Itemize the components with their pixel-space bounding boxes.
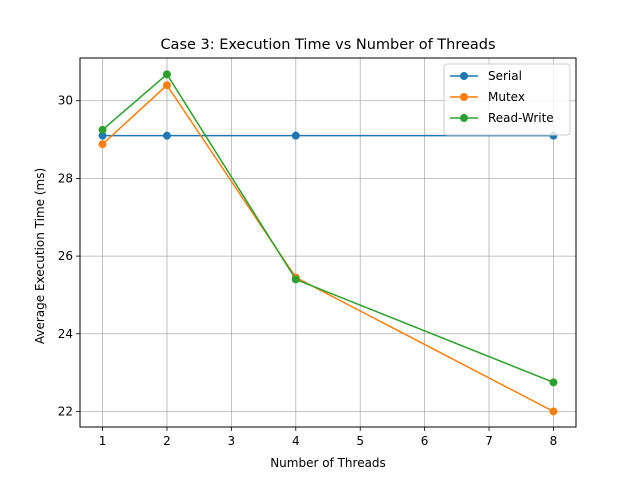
legend: Serial Mutex Read-Write — [443, 63, 571, 136]
chart-title: Case 3: Execution Time vs Number of Thre… — [160, 37, 495, 53]
legend-label: Read-Write — [488, 111, 554, 125]
x-tick-label: 2 — [163, 434, 171, 448]
y-tick-label: 22 — [58, 404, 73, 418]
y-tick-label: 26 — [58, 249, 73, 263]
y-tick-label: 30 — [58, 94, 73, 108]
x-tick-label: 3 — [228, 434, 236, 448]
legend-label: Serial — [488, 69, 522, 83]
y-tick-label: 28 — [58, 171, 73, 185]
data-point — [291, 131, 300, 140]
x-axis-label: Number of Threads — [270, 456, 386, 470]
legend-label: Mutex — [488, 90, 525, 104]
y-axis-label: Average Execution Time (ms) — [33, 168, 47, 344]
plot-frame — [79, 57, 577, 428]
data-point — [98, 140, 107, 149]
y-tick-label: 24 — [58, 327, 73, 341]
legend-marker — [460, 114, 468, 122]
x-tick-label: 5 — [356, 434, 364, 448]
data-point — [549, 378, 558, 387]
data-point — [291, 275, 300, 284]
legend-marker — [460, 72, 468, 80]
x-tick-label: 8 — [550, 434, 558, 448]
x-tick-label: 4 — [292, 434, 300, 448]
series-line — [102, 84, 554, 413]
data-point — [549, 407, 558, 416]
legend-marker — [460, 93, 468, 101]
x-tick-label: 6 — [421, 434, 429, 448]
data-point — [98, 125, 107, 134]
data-point — [162, 70, 171, 79]
x-tick-label: 7 — [485, 434, 493, 448]
series-read-write — [98, 70, 558, 387]
ticks: 1 2 3 4 5 6 7 8 22 24 26 28 30 — [58, 94, 558, 448]
x-tick-label: 1 — [99, 434, 107, 448]
data-point — [162, 131, 171, 140]
data-point — [98, 131, 107, 140]
series-line — [102, 73, 554, 384]
data-point — [162, 81, 171, 90]
